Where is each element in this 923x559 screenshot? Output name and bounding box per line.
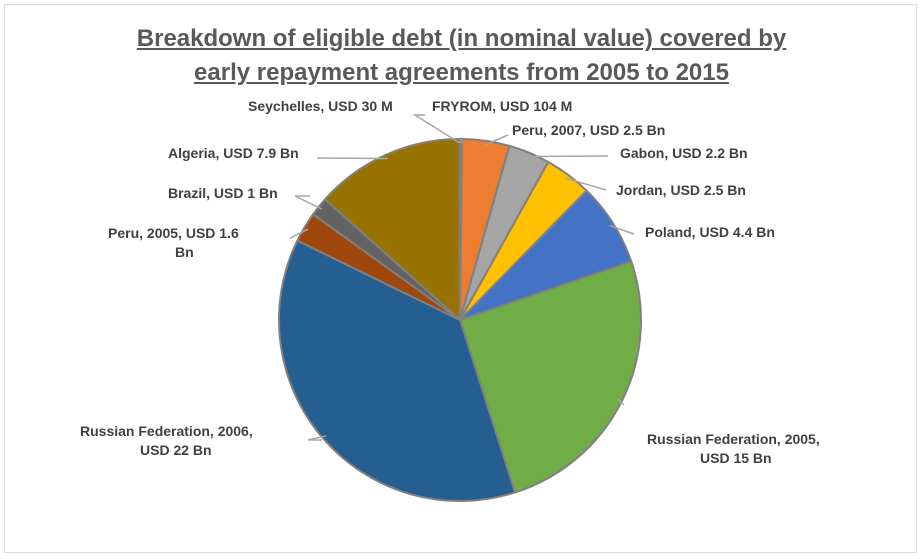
- chart-title: Breakdown of eligible debt (in nominal v…: [0, 22, 923, 90]
- pie-slice-5: [459, 260, 642, 494]
- slice-label-0: FRYROM, USD 104 M: [432, 98, 572, 114]
- pie-slice-6: [278, 239, 517, 503]
- leader-line-10: [412, 114, 461, 144]
- leader-line-6: [307, 435, 327, 441]
- pie-slice-9: [324, 138, 461, 321]
- slice-labels: FRYROM, USD 104 M Peru, 2007, USD 2.5 Bn G…: [80, 98, 820, 466]
- slice-label-4: Poland, USD 4.4 Bn: [645, 224, 775, 240]
- slice-label-6: Russian Federation, 2006, USD 22 Bn: [80, 423, 253, 458]
- leader-line-7: [289, 228, 309, 239]
- leader-line-8: [294, 195, 323, 210]
- pie-slice-10: [458, 137, 461, 321]
- slice-label-2: Gabon, USD 2.2 Bn: [620, 145, 748, 161]
- slice-label-10: Seychelles, USD 30 M: [248, 98, 393, 114]
- leader-line-2: [527, 155, 609, 158]
- slice-label-5: Russian Federation, 2005, USD 15 Bn: [647, 431, 820, 466]
- slice-label-9: Algeria, USD 7.9 Bn: [168, 145, 299, 161]
- chart-title-line-1: Breakdown of eligible debt (in nominal v…: [136, 25, 787, 52]
- leader-lines: [289, 114, 635, 441]
- chart-title-line-2: early repayment agreements from 2005 to …: [194, 59, 729, 86]
- pie-slices: [278, 137, 642, 503]
- leader-line-4: [609, 224, 635, 235]
- slice-label-1: Peru, 2007, USD 2.5 Bn: [512, 122, 665, 138]
- slice-label-3: Jordan, USD 2.5 Bn: [616, 182, 746, 198]
- leader-line-5: [617, 399, 625, 406]
- leader-line-3: [565, 177, 607, 191]
- slice-label-7: Peru, 2005, USD 1.6 Bn: [108, 225, 239, 260]
- slice-label-8: Brazil, USD 1 Bn: [168, 185, 278, 201]
- leader-line-1: [485, 134, 509, 146]
- leader-line-9: [316, 157, 388, 160]
